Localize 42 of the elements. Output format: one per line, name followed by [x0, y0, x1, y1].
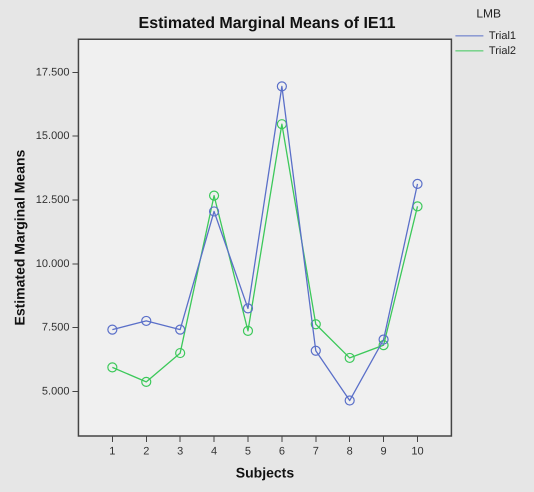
point — [344, 395, 355, 406]
point — [208, 206, 220, 217]
point — [344, 352, 355, 364]
point — [107, 324, 118, 335]
x-tick-label: 5 — [244, 446, 252, 458]
x-tick-label: 10 — [411, 446, 424, 458]
chart-title: Estimated Marginal Means of IE11 — [138, 15, 396, 32]
x-axis-title: Subjects — [236, 464, 294, 480]
y-tick-label: 12.500 — [36, 194, 70, 206]
x-tick-label: 3 — [177, 446, 184, 458]
legend-label: Trial1 — [488, 30, 516, 42]
legend-label: Trial2 — [488, 44, 516, 57]
legend-title: LMB — [476, 6, 502, 20]
point — [242, 303, 254, 314]
x-tick-label: 6 — [278, 446, 285, 458]
y-axis-title: Estimated Marginal Means — [11, 149, 28, 326]
y-tick-label: 10.000 — [36, 258, 70, 270]
point — [175, 348, 186, 358]
y-tick-label: 15.000 — [36, 130, 70, 142]
point — [412, 201, 423, 212]
point — [107, 362, 118, 372]
y-tick-label: 5.000 — [42, 385, 70, 398]
x-tick-label: 7 — [312, 446, 319, 458]
point — [276, 81, 287, 92]
y-tick-label: 7.500 — [42, 322, 70, 334]
point — [242, 326, 254, 336]
point — [141, 376, 152, 388]
x-tick-label: 4 — [211, 446, 218, 458]
x-tick-label: 9 — [380, 446, 387, 458]
point — [378, 340, 389, 350]
point — [310, 346, 321, 356]
x-tick-label: 1 — [109, 446, 116, 458]
point — [276, 119, 287, 130]
point — [175, 324, 186, 335]
point — [310, 319, 321, 330]
x-tick-label: 2 — [143, 446, 150, 458]
point — [208, 190, 220, 201]
point — [378, 334, 389, 345]
point — [412, 178, 423, 189]
x-tick-label: 8 — [346, 446, 353, 458]
point — [141, 316, 152, 326]
y-tick-label: 17.500 — [36, 66, 70, 78]
